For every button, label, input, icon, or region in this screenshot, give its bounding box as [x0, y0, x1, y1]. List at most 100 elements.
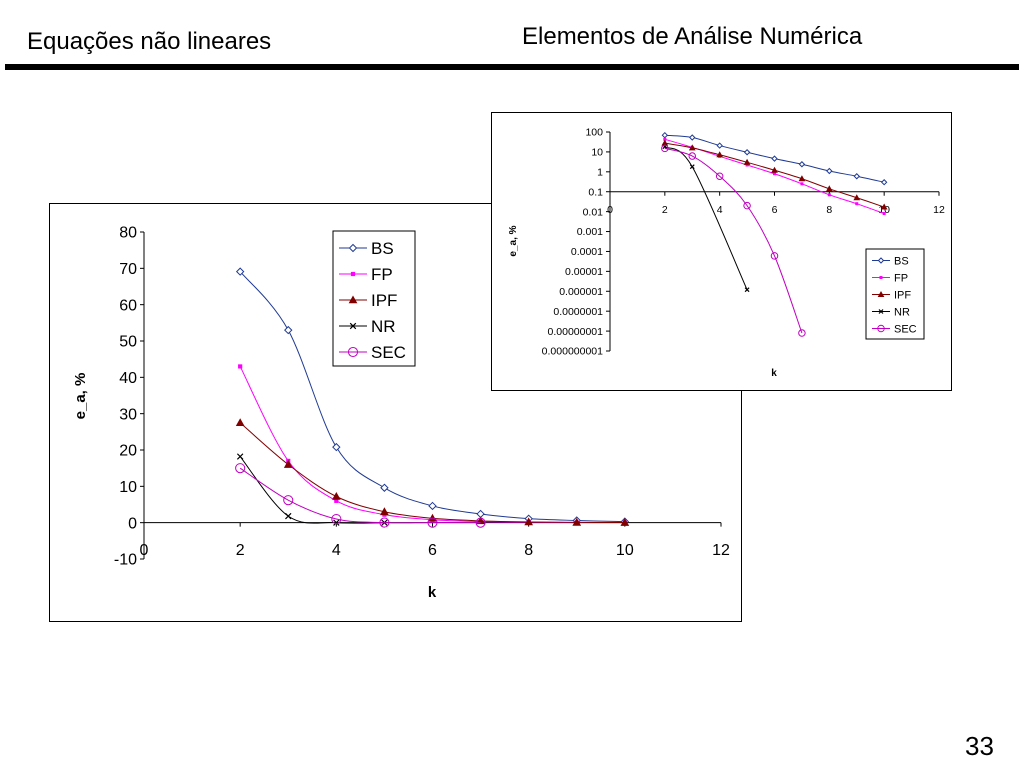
y-tick-label: -10: [114, 552, 137, 569]
y-tick-label: 0: [128, 515, 137, 532]
x-tick-label: 12: [712, 542, 730, 559]
series-line-sec: [664, 147, 803, 334]
legend-label: NR: [894, 306, 910, 318]
x-tick-label: 0: [140, 542, 149, 559]
series-line-sec: [239, 467, 481, 524]
legend-box: [865, 248, 925, 340]
slide-title: Equações não lineares: [27, 28, 272, 55]
legend-label: IPF: [894, 289, 911, 301]
y-tick-label: 0.001: [577, 226, 603, 238]
data-point-sec: [331, 513, 342, 525]
legend-marker-sec: [347, 346, 359, 358]
data-point-sec: [475, 517, 486, 528]
data-point-bs: [235, 267, 245, 276]
legend-label: IPF: [371, 291, 397, 310]
legend-label: NR: [371, 317, 396, 336]
legend-box: [332, 230, 416, 367]
y-tick-label: 0.0001: [571, 246, 603, 258]
data-point-fp: [773, 172, 776, 176]
data-point-bs: [826, 167, 833, 175]
x-tick-label: 12: [933, 204, 945, 216]
data-point-sec: [743, 201, 751, 210]
data-point-ipf: [283, 460, 293, 468]
header-divider: [5, 64, 1019, 70]
y-tick-label: 0.1: [588, 186, 603, 198]
data-point-sec: [715, 172, 724, 180]
x-tick-label: 2: [662, 204, 668, 216]
data-point-nr: [744, 287, 750, 293]
y-tick-label: 10: [591, 147, 603, 159]
y-axis-title: e_a, %: [72, 373, 89, 420]
x-axis-title: k: [428, 584, 437, 601]
y-tick-label: 0.01: [583, 206, 604, 218]
x-tick-label: 8: [524, 542, 533, 559]
page-number: 33: [965, 731, 994, 761]
data-point-sec: [427, 517, 438, 528]
data-point-ipf: [524, 517, 534, 526]
data-point-fp: [827, 193, 831, 197]
y-axis-title: e_a, %: [508, 225, 519, 256]
log-error-chart-svg: 1001010.10.010.0010.00010.000010.0000010…: [508, 127, 945, 379]
y-tick-label: 0.00001: [565, 266, 603, 278]
data-point-bs: [284, 325, 293, 335]
x-tick-label: 4: [717, 204, 723, 216]
data-point-ipf: [331, 491, 341, 500]
data-point-fp: [334, 498, 339, 503]
y-tick-label: 70: [119, 261, 137, 278]
data-point-fp: [800, 182, 804, 186]
y-tick-label: 60: [119, 297, 137, 314]
data-point-sec: [283, 495, 294, 506]
y-tick-label: 100: [585, 127, 603, 139]
data-point-bs: [661, 131, 669, 139]
data-point-nr: [236, 453, 244, 460]
x-tick-label: 8: [826, 204, 832, 216]
data-point-sec: [688, 152, 696, 160]
data-point-ipf: [853, 194, 861, 201]
data-point-sec: [661, 144, 669, 153]
y-tick-label: 50: [119, 334, 137, 351]
legend-label: BS: [894, 255, 909, 267]
legend-marker-fp: [350, 271, 356, 277]
legend-marker-ipf: [348, 295, 358, 304]
series-line-bs: [239, 271, 625, 523]
legend-label: BS: [371, 239, 394, 258]
legend-label: SEC: [371, 343, 406, 362]
data-point-sec: [798, 329, 806, 337]
legend-label: FP: [371, 265, 393, 284]
data-point-ipf: [771, 166, 778, 173]
data-point-bs: [771, 155, 778, 162]
legend-marker-nr: [349, 322, 357, 330]
data-point-sec: [770, 252, 779, 260]
y-tick-label: 10: [119, 479, 137, 496]
data-point-bs: [798, 161, 806, 168]
data-point-fp: [745, 163, 749, 167]
y-tick-label: 20: [119, 443, 137, 460]
data-point-ipf: [688, 144, 696, 151]
y-tick-label: 0.0000001: [553, 306, 603, 318]
data-point-sec: [235, 463, 246, 474]
legend-marker-bs: [877, 257, 885, 264]
data-point-bs: [332, 442, 341, 452]
log-error-chart: 100 10 1 0.1 0.01 0.001 0.0001 0.00001 0.000001 0…: [491, 112, 952, 391]
data-point-ipf: [476, 516, 485, 525]
x-tick-label: 2: [236, 542, 245, 559]
data-point-ipf: [380, 507, 389, 516]
legend-marker-fp: [879, 276, 883, 279]
data-point-bs: [853, 173, 860, 180]
y-tick-label: 0.00000001: [548, 326, 604, 338]
x-tick-label: 0: [607, 204, 613, 216]
data-point-nr: [333, 519, 340, 526]
legend-label: SEC: [894, 323, 917, 335]
y-tick-label: 80: [119, 225, 137, 242]
legend-marker-nr: [878, 309, 884, 314]
x-tick-label: 10: [878, 204, 890, 216]
data-point-ipf: [798, 175, 806, 182]
legend-marker-bs: [348, 243, 358, 253]
y-tick-label: 0.000001: [559, 286, 603, 298]
data-point-ipf: [880, 203, 888, 210]
legend-label: FP: [894, 272, 908, 284]
data-point-ipf: [716, 151, 724, 158]
data-point-bs: [428, 501, 437, 511]
legend-marker-sec: [877, 324, 885, 333]
course-title: Elementos de Análise Numérica: [522, 23, 863, 50]
